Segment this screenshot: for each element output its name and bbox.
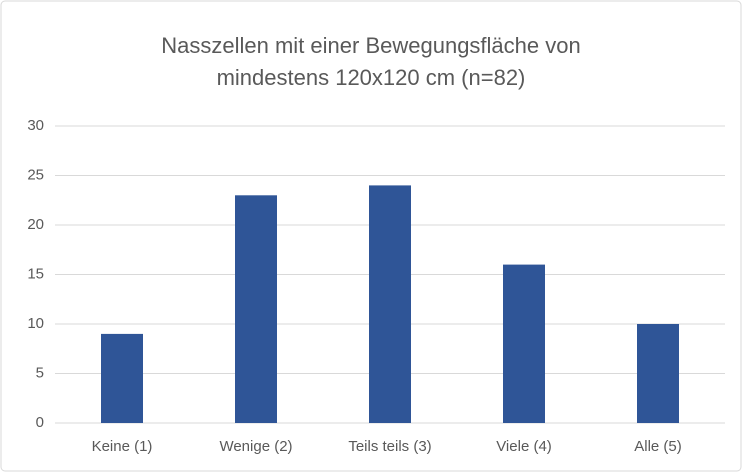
y-tick-label: 10 xyxy=(27,315,44,332)
y-tick-label: 20 xyxy=(27,216,44,233)
y-tick-label: 5 xyxy=(36,364,44,381)
x-tick-label: Teils teils (3) xyxy=(348,438,431,455)
y-tick-label: 15 xyxy=(27,265,44,282)
bar xyxy=(101,333,143,423)
chart-title: Nasszellen mit einer Bewegungsfläche von… xyxy=(161,33,581,90)
y-tick-label: 30 xyxy=(27,117,44,134)
x-tick-label: Keine (1) xyxy=(92,438,153,455)
x-tick-label: Wenige (2) xyxy=(219,438,292,455)
y-tick-label: 0 xyxy=(36,414,44,431)
x-tick-label: Alle (5) xyxy=(634,438,682,455)
bar xyxy=(637,324,679,423)
bar xyxy=(235,195,277,423)
bar xyxy=(369,185,411,423)
x-tick-label: Viele (4) xyxy=(496,438,552,455)
bar xyxy=(503,264,545,423)
y-tick-label: 25 xyxy=(27,166,44,183)
